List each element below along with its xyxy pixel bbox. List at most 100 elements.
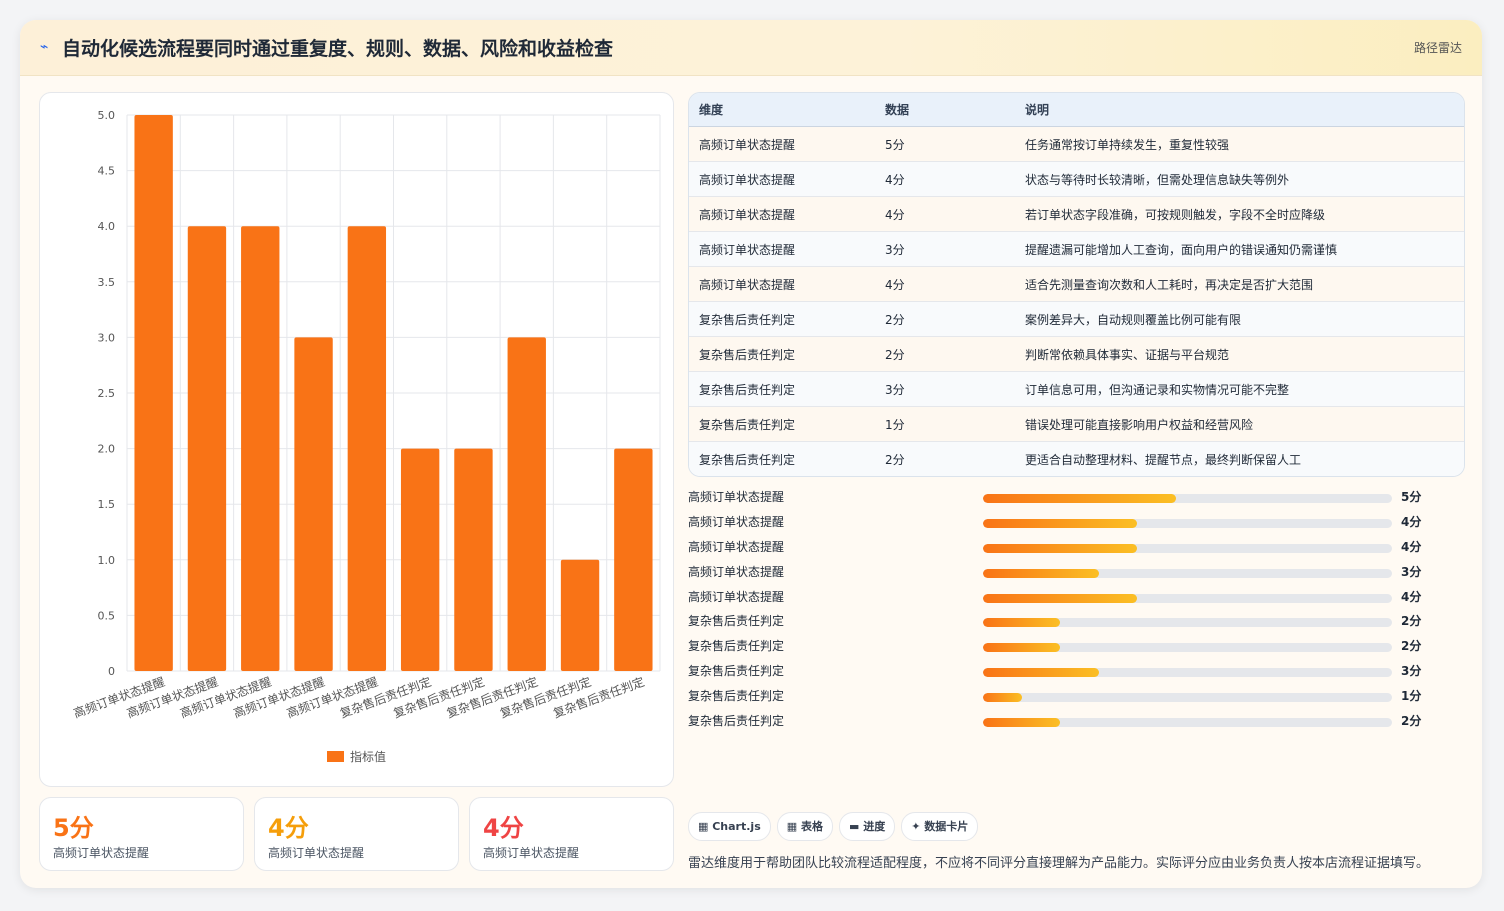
sparkle-icon: ✦ xyxy=(911,820,925,833)
chip-3[interactable]: ✦ 数据卡片 xyxy=(901,812,979,841)
table-row: 高频订单状态提醒 3分 提醒遗漏可能增加人工查询，面向用户的错误通知仍需谨慎 xyxy=(689,231,1464,267)
header-tag: 路径雷达 xyxy=(1413,41,1462,55)
bar xyxy=(241,226,280,671)
header-bar: ⌁ 自动化候选流程要同时通过重复度、规则、数据、风险和收益检查 路径雷达 xyxy=(20,20,1482,76)
progress-value: 2分 xyxy=(1401,614,1422,629)
progress-fill xyxy=(983,593,1138,603)
bar xyxy=(507,337,546,671)
bar xyxy=(454,448,493,671)
progress-label: 高频订单状态提醒 xyxy=(688,589,785,604)
progress-fill xyxy=(983,718,1061,728)
progress-row: 高频订单状态提醒 4分 xyxy=(688,586,1463,611)
table-row: 高频订单状态提醒 5分 任务通常按订单持续发生，重复性较强 xyxy=(689,126,1464,162)
table-row: 复杂售后责任判定 2分 判断常依赖具体事实、证据与平台规范 xyxy=(689,336,1464,372)
table-header-row: 维度 数据 说明 xyxy=(689,93,1464,127)
progress-track xyxy=(983,693,1392,703)
progress-value: 4分 xyxy=(1401,589,1422,604)
stat-card-1: 5分 高频订单状态提醒 xyxy=(39,797,244,871)
progress-track xyxy=(983,518,1392,528)
progress-row: 复杂售后责任判定 1分 xyxy=(688,685,1463,710)
progress-row: 高频订单状态提醒 3分 xyxy=(688,561,1463,586)
table-cell: 任务通常按订单持续发生，重复性较强 xyxy=(1015,126,1464,162)
bar xyxy=(134,115,173,671)
progress-label: 复杂售后责任判定 xyxy=(688,614,785,629)
dashboard-card: ⌁ 自动化候选流程要同时通过重复度、规则、数据、风险和收益检查 路径雷达 0 0.… xyxy=(20,20,1482,888)
table-cell: 复杂售后责任判定 xyxy=(689,371,875,407)
bar xyxy=(187,226,227,671)
progress-value: 5分 xyxy=(1401,490,1422,504)
progress-value: 2分 xyxy=(1401,639,1422,654)
table-cell: 1分 xyxy=(875,406,1015,442)
y-tick-label: 2.5 xyxy=(98,387,116,400)
progress-label: 高频订单状态提醒 xyxy=(688,539,785,554)
table-cell: 高频订单状态提醒 xyxy=(689,161,875,197)
y-tick-label: 4.5 xyxy=(98,165,116,178)
progress-label: 复杂售后责任判定 xyxy=(688,714,785,729)
table-cell: 判断常依赖具体事实、证据与平台规范 xyxy=(1015,336,1464,372)
legend-label: 指标值 xyxy=(350,749,386,764)
stat-card-3: 4分 高频订单状态提醒 xyxy=(469,797,674,871)
progress-value: 4分 xyxy=(1401,514,1422,529)
table-cell: 4分 xyxy=(875,196,1015,232)
table-cell: 复杂售后责任判定 xyxy=(689,301,875,337)
progress-row: 复杂售后责任判定 2分 xyxy=(688,610,1463,635)
progress-row: 高频订单状态提醒 5分 xyxy=(688,486,1463,511)
bar xyxy=(294,337,333,671)
stat-label: 高频订单状态提醒 xyxy=(483,846,580,860)
column-header: 维度 xyxy=(689,93,875,127)
y-tick-label: 4.0 xyxy=(98,220,116,233)
chip-1[interactable]: ▦ 表格 xyxy=(776,812,833,841)
y-tick-label: 0.5 xyxy=(98,609,116,622)
y-tick-label: 0 xyxy=(108,665,115,678)
y-tick-label: 1.0 xyxy=(98,554,116,567)
y-tick-label: 2.0 xyxy=(98,443,116,456)
progress-value: 4分 xyxy=(1401,539,1422,554)
bar xyxy=(400,448,440,671)
progress-value: 1分 xyxy=(1401,689,1422,704)
bar xyxy=(347,226,387,671)
table-row: 高频订单状态提醒 4分 若订单状态字段准确，可按规则触发，字段不全时应降级 xyxy=(689,196,1464,232)
chip-label: 表格 xyxy=(800,820,823,833)
progress-icon: ▬ xyxy=(848,820,864,833)
progress-row: 高频订单状态提醒 4分 xyxy=(688,536,1463,561)
chip-2[interactable]: ▬ 进度 xyxy=(838,812,896,841)
progress-value: 3分 xyxy=(1401,564,1422,579)
y-tick-label: 3.0 xyxy=(98,331,116,344)
bar-chart: 00.51.01.52.02.53.03.54.04.55.0高频订单状态提醒高… xyxy=(71,109,661,764)
progress-track xyxy=(983,668,1392,678)
progress-label: 高频订单状态提醒 xyxy=(688,490,785,504)
progress-fill xyxy=(983,518,1138,528)
table-cell: 2分 xyxy=(875,441,1015,476)
progress-label: 复杂售后责任判定 xyxy=(688,664,785,679)
chip-0[interactable]: ▦ Chart.js xyxy=(688,812,771,841)
chip-label: Chart.js xyxy=(712,820,761,833)
stat-label: 高频订单状态提醒 xyxy=(53,846,150,860)
table-cell: 提醒遗漏可能增加人工查询，面向用户的错误通知仍需谨慎 xyxy=(1015,231,1464,267)
chip-label: 数据卡片 xyxy=(924,820,969,833)
table-cell: 复杂售后责任判定 xyxy=(689,406,875,442)
progress-track xyxy=(983,593,1392,603)
table-cell: 适合先测量查询次数和人工耗时，再决定是否扩大范围 xyxy=(1015,266,1464,302)
stat-value: 5分 xyxy=(53,814,94,842)
bar xyxy=(560,559,600,671)
y-tick-label: 1.5 xyxy=(98,498,116,511)
table-cell: 4分 xyxy=(875,161,1015,197)
progress-row: 高频订单状态提醒 4分 xyxy=(688,511,1463,536)
table-cell: 复杂售后责任判定 xyxy=(689,336,875,372)
progress-fill xyxy=(983,643,1061,653)
progress-fill xyxy=(983,568,1099,578)
progress-fill xyxy=(983,618,1061,628)
table-row: 复杂售后责任判定 1分 错误处理可能直接影响用户权益和经营风险 xyxy=(689,406,1464,442)
legend-swatch xyxy=(327,751,344,762)
progress-row: 复杂售后责任判定 2分 xyxy=(688,635,1463,660)
table-row: 复杂售后责任判定 2分 更适合自动整理材料、提醒节点，最终判断保留人工 xyxy=(689,441,1464,476)
stat-value: 4分 xyxy=(268,814,309,842)
progress-fill xyxy=(983,543,1138,553)
grid-icon: ▦ xyxy=(698,820,713,833)
table-cell: 3分 xyxy=(875,231,1015,267)
page-title: 自动化候选流程要同时通过重复度、规则、数据、风险和收益检查 xyxy=(62,38,614,60)
table-cell: 更适合自动整理材料、提醒节点，最终判断保留人工 xyxy=(1015,441,1464,476)
table-cell: 复杂售后责任判定 xyxy=(689,441,875,476)
table-cell: 3分 xyxy=(875,371,1015,407)
progress-value: 3分 xyxy=(1401,664,1422,679)
